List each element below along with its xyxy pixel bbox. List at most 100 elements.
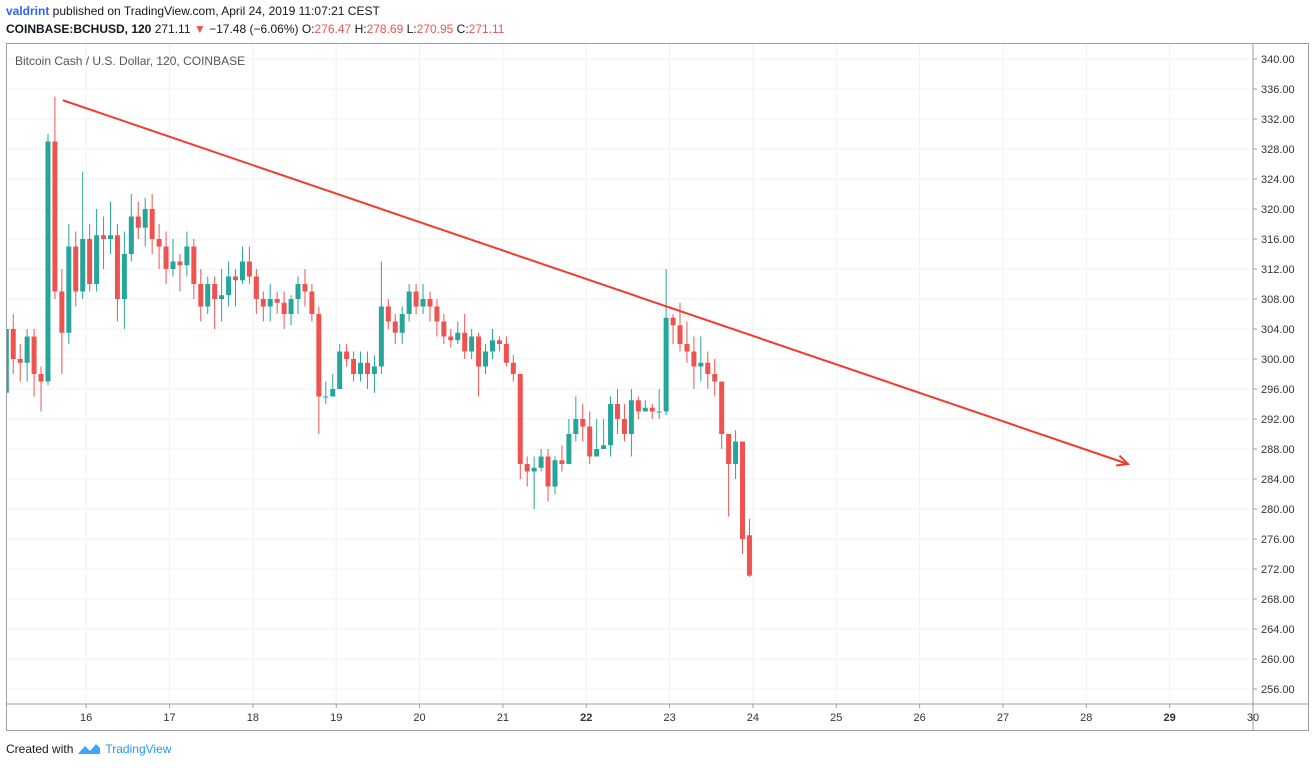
candle bbox=[392, 314, 398, 344]
candle-body bbox=[580, 419, 586, 427]
candle bbox=[267, 284, 273, 322]
candle-body bbox=[253, 276, 259, 299]
candle-body bbox=[302, 284, 308, 292]
footer: Created with TradingView bbox=[6, 742, 171, 756]
price-tick-label: 300.00 bbox=[1261, 354, 1295, 366]
candle-body bbox=[101, 235, 107, 239]
price-tick-label: 336.00 bbox=[1261, 84, 1295, 96]
chart-container[interactable]: 340.00 336.00 332.00 328.00 324.00 320.00 316.… bbox=[3, 43, 1309, 731]
candle bbox=[545, 449, 551, 502]
candle-body bbox=[233, 276, 239, 281]
candle bbox=[670, 314, 676, 344]
candle-body bbox=[10, 329, 16, 359]
time-tick-label: 18 bbox=[247, 712, 259, 724]
candle bbox=[288, 295, 294, 326]
publish-info: valdrint published on TradingView.com, A… bbox=[6, 4, 380, 18]
candle-body bbox=[128, 216, 134, 254]
candle-body bbox=[337, 351, 343, 389]
candle-body bbox=[66, 246, 72, 333]
candle-body bbox=[295, 284, 301, 299]
time-axis[interactable]: 16 17 18 19 20 21 22 23 24 25 26 27 28 29 30 bbox=[80, 704, 1259, 724]
candle bbox=[66, 224, 72, 344]
trendline-group[interactable] bbox=[62, 99, 1131, 467]
candle bbox=[80, 171, 86, 299]
candle bbox=[281, 291, 287, 329]
candle bbox=[73, 231, 79, 307]
candle-body bbox=[59, 291, 65, 333]
trendline-arrowhead-icon bbox=[1115, 454, 1131, 467]
candle-body bbox=[663, 317, 669, 412]
candle bbox=[566, 419, 572, 464]
candle bbox=[163, 231, 169, 284]
price-tick-label: 268.00 bbox=[1261, 594, 1295, 606]
candle bbox=[635, 396, 641, 419]
price-tick-label: 328.00 bbox=[1261, 144, 1295, 156]
candle-body bbox=[323, 396, 329, 398]
candle-body bbox=[545, 456, 551, 487]
close-label: C: bbox=[456, 22, 469, 36]
candle-body bbox=[614, 404, 620, 419]
time-tick-label: 17 bbox=[163, 712, 175, 724]
candle-body bbox=[219, 295, 225, 299]
candle bbox=[684, 321, 690, 363]
candle bbox=[94, 209, 100, 292]
candle-body bbox=[503, 344, 509, 363]
candle-body bbox=[705, 362, 711, 374]
tradingview-brand[interactable]: TradingView bbox=[105, 742, 172, 756]
candle-body bbox=[712, 374, 718, 382]
candle bbox=[170, 239, 176, 277]
candle bbox=[59, 269, 65, 374]
down-arrow-icon: ▼ bbox=[193, 22, 206, 36]
price-tick-label: 312.00 bbox=[1261, 264, 1295, 276]
candle bbox=[642, 400, 648, 412]
price-tick-label: 284.00 bbox=[1261, 474, 1295, 486]
candle-body bbox=[566, 434, 572, 464]
time-tick-label: 23 bbox=[663, 712, 675, 724]
candle bbox=[420, 284, 426, 314]
candle-body bbox=[80, 239, 86, 292]
candle-body bbox=[649, 407, 655, 412]
candles bbox=[3, 96, 752, 577]
candle bbox=[580, 404, 586, 442]
candle-body bbox=[538, 456, 544, 468]
candle-body bbox=[552, 460, 558, 487]
candle bbox=[45, 134, 51, 386]
price-axis[interactable]: 340.00 336.00 332.00 328.00 324.00 320.00 316.… bbox=[1253, 54, 1295, 696]
candle-body bbox=[177, 261, 183, 266]
time-tick-label: 19 bbox=[330, 712, 342, 724]
time-tick-label: 20 bbox=[413, 712, 425, 724]
candle bbox=[573, 396, 579, 442]
trendline[interactable] bbox=[62, 99, 1129, 465]
candle bbox=[559, 445, 565, 472]
publisher-username[interactable]: valdrint bbox=[6, 4, 50, 18]
candle bbox=[302, 269, 308, 307]
last-price: 271.11 bbox=[154, 22, 191, 36]
candle bbox=[344, 344, 350, 367]
symbol-name: COINBASE:BCHUSD, 120 bbox=[6, 22, 152, 36]
candle-body bbox=[677, 325, 683, 344]
candle bbox=[552, 456, 558, 494]
candle-body bbox=[746, 535, 752, 576]
candle bbox=[524, 456, 530, 487]
candle bbox=[385, 299, 391, 329]
candle bbox=[614, 389, 620, 434]
price-chart[interactable]: 340.00 336.00 332.00 328.00 324.00 320.00 316.… bbox=[3, 44, 1308, 730]
candle-body bbox=[364, 362, 370, 374]
candle bbox=[656, 389, 662, 419]
candle-body bbox=[524, 464, 530, 472]
candle bbox=[212, 276, 218, 329]
candle bbox=[663, 269, 669, 416]
candle-body bbox=[559, 460, 565, 464]
candle-body bbox=[344, 351, 350, 359]
candle-body bbox=[483, 351, 489, 367]
candle-body bbox=[621, 419, 627, 434]
candle-body bbox=[316, 314, 322, 397]
candle-body bbox=[670, 317, 676, 326]
candle-body bbox=[17, 359, 23, 363]
candle-body bbox=[587, 426, 593, 457]
candle bbox=[489, 329, 495, 359]
candle-body bbox=[413, 291, 419, 307]
candle bbox=[246, 246, 252, 284]
price-change: −17.48 (−6.06%) bbox=[209, 22, 299, 36]
candle-body bbox=[260, 299, 266, 307]
